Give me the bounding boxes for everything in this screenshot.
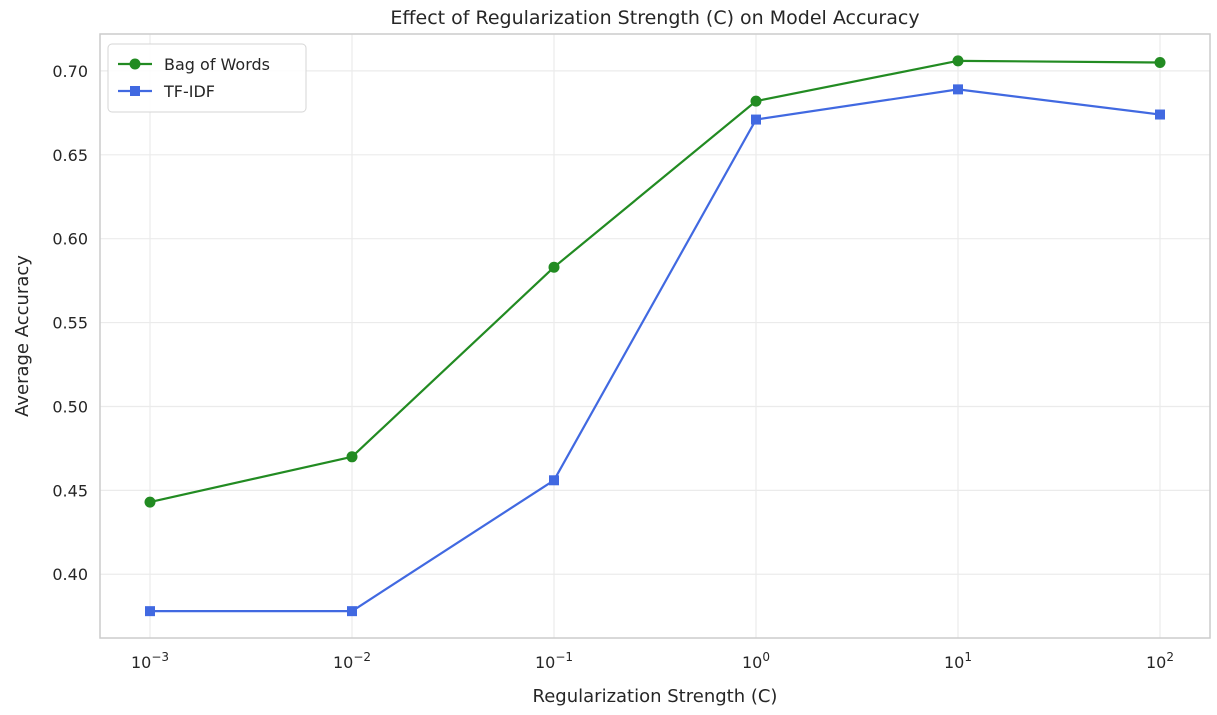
point-tf-idf-3	[751, 114, 761, 125]
legend-marker-bag-of-words	[129, 58, 141, 70]
legend-entries: Bag of Words TF-IDF	[118, 55, 270, 101]
plot-frame	[99, 33, 1211, 639]
point-bag-of-words-2	[548, 261, 560, 273]
grid-layer	[100, 34, 1210, 638]
legend-label-tf-idf: TF-IDF	[163, 82, 215, 101]
x-tick-label-5: 102	[1146, 650, 1174, 672]
legend: Bag of Words TF-IDF	[107, 43, 307, 113]
y-tick-label-6: 0.70	[52, 62, 88, 81]
point-tf-idf-0	[145, 606, 155, 617]
y-tick-label-3: 0.55	[52, 314, 88, 333]
point-bag-of-words-5	[1154, 57, 1166, 69]
point-bag-of-words-3	[750, 95, 762, 107]
x-tick-label-1: 10−2	[333, 650, 371, 672]
x-axis-label: Regularization Strength (C)	[533, 686, 778, 707]
point-bag-of-words-0	[144, 496, 156, 508]
point-tf-idf-1	[347, 606, 357, 617]
legend-label-bag-of-words: Bag of Words	[164, 55, 270, 74]
tick-layer: 0.40 0.45 0.50 0.55 0.60 0.65 0.70 10−3 10−2 10−1…	[52, 62, 1174, 672]
x-tick-label-4: 101	[944, 650, 972, 672]
point-bag-of-words-1	[346, 451, 358, 463]
legend-marker-tf-idf	[130, 86, 140, 96]
series-line-tf-idf	[150, 88, 1161, 613]
y-tick-label-4: 0.60	[52, 230, 88, 249]
x-tick-label-0: 10−3	[131, 650, 169, 672]
chart-title: Effect of Regularization Strength (C) on…	[390, 7, 919, 29]
x-tick-label-3: 100	[742, 650, 770, 672]
point-tf-idf-2	[549, 475, 559, 486]
point-bag-of-words-4	[952, 55, 964, 67]
y-tick-label-2: 0.50	[52, 397, 88, 416]
y-tick-label-1: 0.45	[52, 481, 88, 500]
series-line-bag-of-words	[149, 59, 1161, 504]
series-layer	[144, 55, 1166, 617]
legend-box	[107, 43, 307, 113]
y-tick-label-0: 0.40	[52, 565, 88, 584]
point-tf-idf-4	[953, 84, 963, 95]
y-axis-label: Average Accuracy	[12, 255, 33, 417]
point-tf-idf-5	[1155, 109, 1165, 120]
y-tick-label-5: 0.65	[52, 146, 88, 165]
x-tick-label-2: 10−1	[535, 650, 573, 672]
